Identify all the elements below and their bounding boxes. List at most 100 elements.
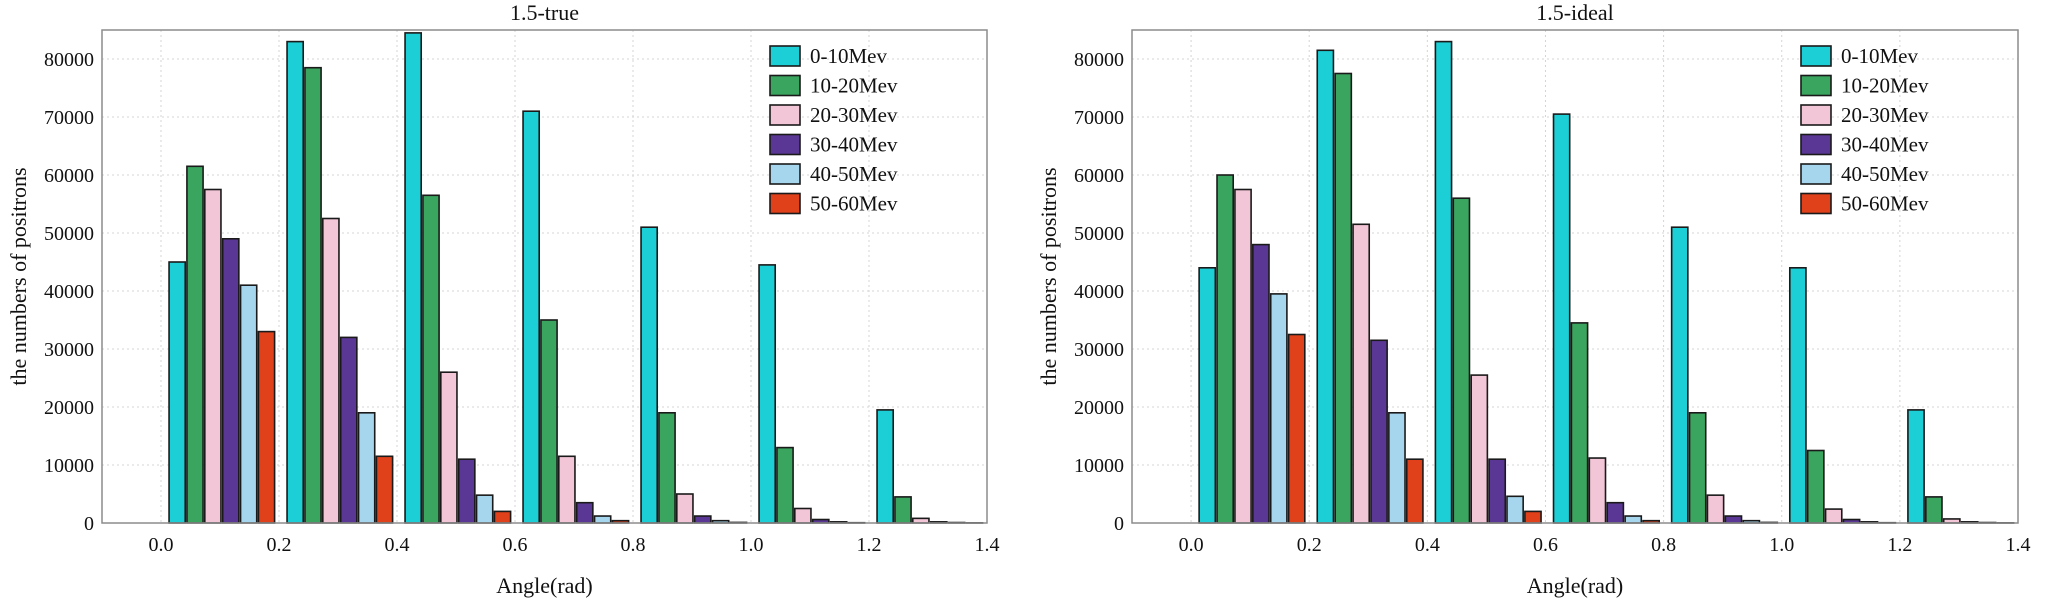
- legend-label-30-40Mev: 30-40Mev: [810, 133, 898, 157]
- legend-swatch-50-60Mev: [769, 192, 801, 215]
- y-axis-label: the numbers of positrons: [1036, 167, 1061, 385]
- bar-10-20Mev-0.0: [1216, 174, 1235, 524]
- bar-50-60Mev-0.2: [1405, 458, 1424, 524]
- x-tick-label: 1.0: [1769, 534, 1794, 556]
- bar-10-20Mev-0.4: [422, 194, 440, 524]
- bar-0-10Mev-0.4: [404, 32, 423, 524]
- y-tick-label: 10000: [1074, 455, 1124, 477]
- bar-30-40Mev-0.2: [339, 336, 358, 524]
- bar-20-30Mev-0.6: [1588, 457, 1607, 524]
- legend-label-40-50Mev: 40-50Mev: [1841, 162, 1929, 186]
- legend-swatch-50-60Mev: [1800, 192, 1832, 215]
- legend-label-50-60Mev: 50-60Mev: [810, 192, 898, 216]
- x-axis-label: Angle(rad): [1527, 573, 1624, 598]
- y-tick-label: 40000: [1074, 281, 1124, 303]
- y-tick-label: 30000: [44, 339, 94, 361]
- bar-0-10Mev-0.4: [1434, 40, 1453, 524]
- legend-swatch-20-30Mev: [769, 104, 801, 126]
- y-tick-label: 0: [1114, 513, 1124, 535]
- legend-label-40-50Mev: 40-50Mev: [810, 162, 898, 186]
- chart-title: 1.5-ideal: [1536, 0, 1614, 25]
- bar-10-20Mev-0.8: [1688, 411, 1707, 524]
- bar-30-40Mev-0.0: [221, 238, 240, 524]
- bar-40-50Mev-0.6: [593, 515, 612, 524]
- bar-20-30Mev-0.0: [204, 188, 222, 524]
- bar-10-20Mev-0.8: [658, 411, 676, 524]
- bar-10-20Mev-1.2: [1925, 496, 1943, 524]
- bar-20-30Mev-1.0: [793, 507, 812, 524]
- legend-label-20-30Mev: 20-30Mev: [1841, 103, 1929, 127]
- plot-frame: [1131, 29, 2019, 524]
- bar-50-60Mev-0.0: [1287, 333, 1306, 524]
- chart-panel-true: 0.0 0.2 0.4 0.6 0.8 1.0 1.2 1.4 0 10000 20000 30000…: [6, 0, 1000, 598]
- legend-label-50-60Mev: 50-60Mev: [1841, 192, 1929, 216]
- bar-0-10Mev-1.2: [876, 409, 895, 524]
- x-tick-label: 0.8: [1651, 534, 1676, 556]
- bar-20-30Mev-0.8: [675, 493, 694, 524]
- x-tick-label: 1.0: [739, 534, 764, 556]
- legend-label-30-40Mev: 30-40Mev: [1841, 133, 1929, 157]
- bar-0-10Mev-0.2: [1316, 49, 1335, 524]
- x-tick-label: 0.4: [385, 534, 410, 556]
- y-tick-label: 50000: [1074, 223, 1124, 245]
- legend-swatch-40-50Mev: [769, 163, 801, 185]
- bar-30-40Mev-0.0: [1252, 243, 1270, 524]
- bar-0-10Mev-0.8: [640, 226, 659, 524]
- bar-0-10Mev-0.8: [1670, 226, 1689, 524]
- bar-40-50Mev-0.2: [1388, 411, 1406, 524]
- x-tick-label: 0.6: [1533, 534, 1558, 556]
- bar-30-40Mev-0.6: [1606, 501, 1625, 524]
- x-tick-label: 0.4: [1415, 534, 1440, 556]
- bar-10-20Mev-0.6: [540, 319, 558, 524]
- legend-swatch-0-10Mev: [769, 45, 801, 67]
- bar-20-30Mev-1.0: [1824, 508, 1843, 524]
- y-tick-label: 40000: [44, 281, 94, 303]
- x-axis-label: Angle(rad): [496, 573, 593, 598]
- bar-40-50Mev-0.2: [357, 411, 376, 524]
- legend-label-10-20Mev: 10-20Mev: [810, 74, 898, 98]
- bar-0-10Mev-0.6: [1552, 113, 1571, 524]
- x-tick-label: 0.0: [149, 534, 174, 556]
- bar-50-60Mev-0.0: [257, 330, 276, 524]
- bar-50-60Mev-0.4: [493, 510, 512, 524]
- plot-frame: [101, 29, 988, 524]
- x-tick-label: 0.0: [1179, 534, 1204, 556]
- bar-50-60Mev-0.4: [1524, 510, 1542, 524]
- y-axis-label: the numbers of positrons: [6, 167, 31, 385]
- legend-label-0-10Mev: 0-10Mev: [810, 44, 887, 68]
- y-tick-label: 0: [84, 513, 94, 535]
- y-tick-label: 80000: [1074, 49, 1124, 71]
- bar-10-20Mev-0.2: [1334, 72, 1353, 524]
- y-tick-label: 10000: [44, 455, 94, 477]
- x-tick-label: 0.2: [1297, 534, 1322, 556]
- bar-10-20Mev-0.0: [186, 165, 204, 524]
- bar-10-20Mev-0.4: [1452, 197, 1471, 524]
- legend-label-0-10Mev: 0-10Mev: [1841, 44, 1918, 68]
- bar-0-10Mev-0.0: [168, 261, 187, 524]
- bar-30-40Mev-0.4: [1488, 458, 1507, 524]
- bar-0-10Mev-1.2: [1907, 409, 1925, 524]
- bar-20-30Mev-0.0: [1234, 188, 1252, 524]
- bar-10-20Mev-0.2: [304, 66, 322, 524]
- bar-20-30Mev-0.4: [1470, 374, 1489, 524]
- bar-20-30Mev-0.4: [439, 371, 458, 524]
- bar-40-50Mev-0.4: [475, 494, 494, 524]
- chart-panel-ideal: 0.0 0.2 0.4 0.6 0.8 1.0 1.2 1.4 0 10000 20000 30000…: [1036, 0, 2031, 598]
- bar-40-50Mev-0.6: [1624, 515, 1643, 524]
- legend-label-20-30Mev: 20-30Mev: [810, 103, 898, 127]
- chart-title: 1.5-true: [510, 0, 579, 25]
- bar-30-40Mev-0.8: [1724, 515, 1743, 524]
- x-tick-label: 0.8: [621, 534, 646, 556]
- bar-0-10Mev-0.2: [286, 40, 305, 524]
- y-tick-label: 50000: [44, 223, 94, 245]
- x-tick-label: 0.6: [503, 534, 528, 556]
- x-tick-label: 0.2: [267, 534, 292, 556]
- bar-30-40Mev-0.4: [457, 458, 476, 524]
- bar-40-50Mev-0.0: [1269, 293, 1288, 524]
- y-tick-label: 60000: [44, 165, 94, 187]
- bar-20-30Mev-0.2: [1352, 223, 1371, 524]
- bar-0-10Mev-1.0: [1788, 266, 1807, 524]
- bar-20-30Mev-0.2: [321, 217, 340, 524]
- x-tick-label: 1.2: [857, 534, 882, 556]
